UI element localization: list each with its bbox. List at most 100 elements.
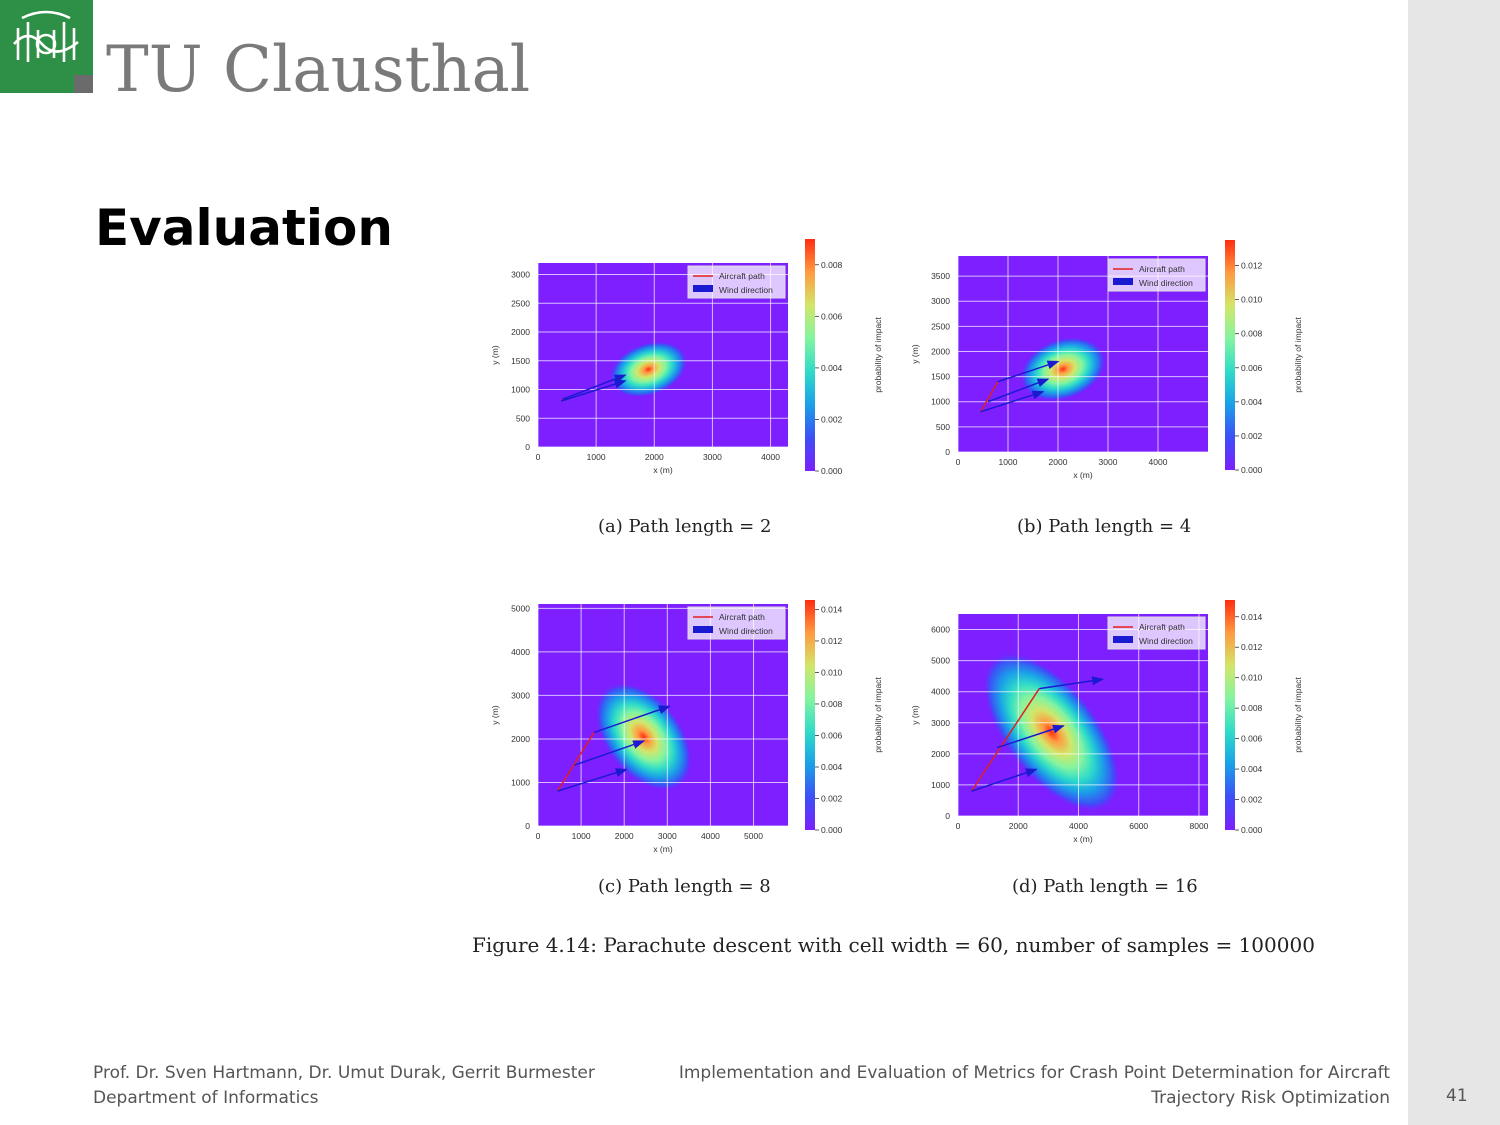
y-tick-label: 3000 — [511, 690, 530, 700]
y-tick-label: 1000 — [931, 397, 950, 407]
x-tick-label: 8000 — [1190, 821, 1209, 831]
x-axis-label: x (m) — [653, 844, 673, 854]
wind-direction-arrow — [562, 374, 627, 400]
y-tick-label: 2000 — [511, 734, 530, 744]
legend-box — [687, 606, 786, 640]
coat-of-arms-icon — [13, 10, 79, 62]
x-tick-label: 2000 — [1009, 821, 1028, 831]
x-tick-label: 2000 — [645, 452, 664, 462]
x-tick-label: 0 — [956, 821, 961, 831]
university-logo — [0, 0, 93, 93]
subcaption-a: (a) Path length = 2 — [598, 516, 772, 537]
right-sidebar — [1408, 0, 1500, 1125]
footer-title-line1: Implementation and Evaluation of Metrics… — [678, 1063, 1390, 1083]
y-tick-label: 0 — [525, 821, 530, 831]
y-tick-label: 500 — [936, 422, 950, 432]
y-tick-label: 3000 — [931, 296, 950, 306]
colorbar-tick-label: 0.012 — [821, 636, 843, 646]
legend-label-aircraft-path: Aircraft path — [719, 271, 765, 281]
x-axis-label: x (m) — [1073, 470, 1093, 480]
y-axis-label: y (m) — [490, 345, 500, 365]
y-tick-label: 2000 — [931, 749, 950, 759]
legend-label-wind-direction: Wind direction — [1139, 636, 1193, 646]
logo-square — [74, 75, 93, 93]
x-tick-label: 2000 — [1049, 457, 1068, 467]
x-tick-label: 3000 — [1099, 457, 1118, 467]
colorbar-tick-label: 0.010 — [1241, 295, 1263, 305]
legend-label-wind-direction: Wind direction — [719, 626, 773, 636]
y-tick-label: 2500 — [511, 298, 530, 308]
colorbar-tick-label: 0.004 — [821, 762, 843, 772]
legend-label-aircraft-path: Aircraft path — [1139, 264, 1185, 274]
colorbar-tick-label: 0.010 — [1241, 673, 1263, 683]
legend-box — [1107, 616, 1206, 650]
colorbar — [805, 239, 815, 471]
slide-title: Evaluation — [95, 199, 393, 257]
subcaption-c: (c) Path length = 8 — [598, 876, 771, 897]
colorbar-tick-label: 0.014 — [821, 604, 843, 614]
colorbar-tick-label: 0.010 — [821, 667, 843, 677]
figure-caption: Figure 4.14: Parachute descent with cell… — [472, 933, 1315, 957]
footer-authors-block: Prof. Dr. Sven Hartmann, Dr. Umut Durak,… — [93, 1061, 595, 1111]
wind-direction-arrow — [561, 379, 627, 402]
x-axis-label: x (m) — [653, 465, 673, 475]
colorbar-label: probability of impact — [1293, 677, 1303, 753]
colorbar-tick-label: 0.008 — [821, 699, 843, 709]
footer-department: Department of Informatics — [93, 1088, 319, 1108]
legend-label-wind-direction: Wind direction — [1139, 278, 1193, 288]
x-tick-label: 3000 — [658, 831, 677, 841]
colorbar-tick-label: 0.002 — [821, 793, 843, 803]
x-tick-label: 0 — [956, 457, 961, 467]
legend-box — [1107, 258, 1206, 292]
legend-swatch-wind — [1113, 278, 1133, 285]
colorbar — [1225, 600, 1235, 830]
y-tick-label: 5000 — [511, 603, 530, 613]
colorbar-tick-label: 0.000 — [821, 466, 843, 476]
colorbar — [1225, 240, 1235, 470]
x-tick-label: 6000 — [1129, 821, 1148, 831]
colorbar-tick-label: 0.014 — [1241, 612, 1263, 622]
x-tick-label: 1000 — [999, 457, 1018, 467]
legend-swatch-wind — [693, 285, 713, 292]
colorbar-tick-label: 0.000 — [1241, 465, 1263, 475]
legend-box — [687, 265, 786, 299]
y-tick-label: 6000 — [931, 625, 950, 635]
colorbar-tick-label: 0.002 — [821, 414, 843, 424]
footer-title-block: Implementation and Evaluation of Metrics… — [679, 1061, 1390, 1111]
y-tick-label: 2000 — [931, 346, 950, 356]
colorbar-tick-label: 0.006 — [821, 730, 843, 740]
wind-direction-arrow — [557, 768, 628, 792]
heatmap-panel-d: 0 2000 4000 6000 8000 0 1000 2000 3000 4000 5000 60… — [910, 600, 1303, 844]
colorbar-label: probability of impact — [873, 317, 883, 393]
colorbar-tick-label: 0.002 — [1241, 795, 1263, 805]
y-tick-label: 1000 — [511, 777, 530, 787]
heatmap-panel-b: 0 1000 2000 3000 4000 0 500 1000 1500 2000 2500 300… — [910, 240, 1303, 480]
y-axis-label: y (m) — [910, 705, 920, 725]
colorbar-tick-label: 0.000 — [821, 825, 843, 835]
wind-direction-arrow — [997, 360, 1060, 383]
aircraft-path-line — [979, 381, 999, 413]
impact-hotspot — [609, 341, 688, 398]
wind-direction-arrow — [593, 705, 671, 734]
x-tick-label: 4000 — [701, 831, 720, 841]
logo-text: TU Clausthal — [106, 33, 531, 107]
y-tick-label: 0 — [945, 447, 950, 457]
colorbar-tick-label: 0.004 — [821, 363, 843, 373]
y-tick-label: 1000 — [511, 385, 530, 395]
y-tick-label: 2500 — [931, 321, 950, 331]
x-tick-label: 3000 — [703, 452, 722, 462]
x-axis-label: x (m) — [1073, 834, 1093, 844]
x-tick-label: 0 — [536, 831, 541, 841]
footer-authors: Prof. Dr. Sven Hartmann, Dr. Umut Durak,… — [93, 1063, 595, 1083]
colorbar-tick-label: 0.008 — [1241, 329, 1263, 339]
colorbar — [805, 600, 815, 830]
y-tick-label: 0 — [945, 811, 950, 821]
legend-label-wind-direction: Wind direction — [719, 285, 773, 295]
subcaption-b: (b) Path length = 4 — [1017, 516, 1192, 537]
heatmap-panel-a: 0 1000 2000 3000 4000 0 500 1000 1500 2000 2500 300… — [490, 239, 883, 476]
aircraft-path-line — [970, 688, 1040, 792]
subcaption-d: (d) Path length = 16 — [1012, 876, 1198, 897]
legend-swatch-wind — [1113, 636, 1133, 643]
colorbar-tick-label: 0.006 — [821, 311, 843, 321]
y-tick-label: 4000 — [511, 647, 530, 657]
